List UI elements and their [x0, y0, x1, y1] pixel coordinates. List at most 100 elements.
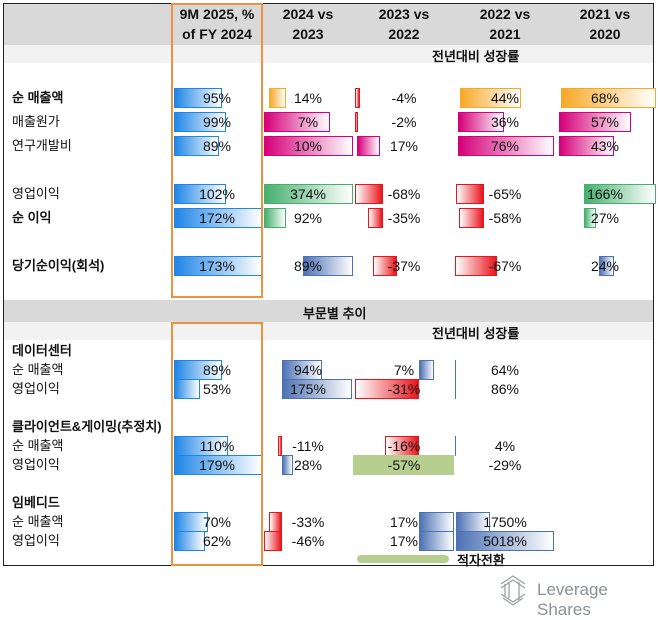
data-bar — [174, 184, 226, 204]
cell-value: 179% — [199, 457, 235, 473]
subheader-band — [4, 45, 653, 63]
legend-swatch — [357, 555, 449, 563]
cell-value: 89% — [202, 362, 232, 378]
data-bar — [174, 379, 200, 399]
cell-value: -4% — [391, 90, 417, 106]
leverage-shares-logo-icon — [500, 575, 526, 606]
cell-value: -35% — [387, 210, 421, 226]
section-title: 클라이언트&게이밍(추정치) — [12, 419, 162, 434]
data-bar — [561, 88, 656, 108]
cell-value: 5018% — [483, 533, 527, 549]
data-bar — [303, 256, 353, 276]
column-header-line1: 2021 vs — [579, 6, 631, 22]
row-label: 당기순이익(회석) — [12, 258, 105, 273]
data-bar — [353, 455, 454, 475]
cell-value: -16% — [387, 438, 421, 454]
cell-value: 166% — [587, 186, 623, 202]
column-header: 2021 vs 2020 — [555, 4, 655, 44]
column-header-line2: 2020 — [589, 26, 621, 42]
data-bar — [455, 436, 456, 456]
row-label: 연구개발비 — [12, 138, 72, 153]
row-label: 영업이익 — [12, 533, 60, 548]
cell-value: 14% — [293, 90, 323, 106]
table-frame — [3, 3, 654, 566]
section-title: 임베디드 — [12, 495, 60, 510]
cell-value: 89% — [293, 258, 323, 274]
data-bar — [373, 256, 397, 276]
cell-value: -46% — [291, 533, 325, 549]
cell-value: 36% — [490, 114, 520, 130]
row-label: 영업이익 — [12, 381, 60, 396]
cell-value: 172% — [199, 210, 235, 226]
data-bar — [264, 184, 353, 204]
legend-label: 적자전환 — [457, 553, 505, 568]
cell-value: 7% — [297, 114, 319, 130]
cell-value: 102% — [199, 186, 235, 202]
row-label: 매출원가 — [12, 114, 60, 129]
data-bar — [355, 88, 360, 108]
cell-value: 374% — [290, 186, 326, 202]
cell-value: -31% — [387, 381, 421, 397]
row-label: 순 매출액 — [12, 362, 64, 377]
data-bar — [458, 136, 554, 156]
cell-value: -11% — [292, 438, 324, 454]
column-header-line2: 2023 — [292, 26, 324, 42]
row-label: 순 매출액 — [12, 90, 64, 105]
data-bar — [455, 379, 456, 399]
data-bar — [264, 112, 330, 132]
cell-value: 57% — [590, 114, 620, 130]
header-band — [4, 4, 653, 45]
data-bar — [357, 136, 380, 156]
cell-value: -65% — [488, 186, 522, 202]
column-header: 2024 vs 2023 — [258, 4, 358, 44]
data-bar — [455, 360, 456, 380]
cell-value: 10% — [293, 138, 323, 154]
cell-value: 43% — [590, 138, 620, 154]
highlight-box-bottom — [171, 322, 263, 566]
segment-title: 부문별 추이 — [303, 306, 367, 321]
data-bar — [264, 208, 286, 228]
section-title: 데이터센터 — [12, 343, 72, 358]
cell-value: -57% — [387, 457, 421, 473]
cell-value: 53% — [202, 381, 232, 397]
column-header-line2: 2021 — [489, 26, 521, 42]
cell-value: 70% — [202, 514, 232, 530]
data-bar — [282, 455, 293, 475]
column-header: 2022 vs 2021 — [455, 4, 555, 44]
data-bar — [174, 531, 205, 551]
column-header-line1: 2024 vs — [282, 6, 334, 22]
row-label: 순 매출액 — [12, 438, 64, 453]
row-label: 순 이익 — [12, 210, 52, 225]
data-bar — [455, 256, 497, 276]
cell-value: 4% — [494, 438, 516, 454]
data-bar — [456, 531, 554, 551]
cell-value: -33% — [291, 514, 325, 530]
data-bar — [559, 112, 631, 132]
data-bar — [584, 208, 596, 228]
cell-value: 1750% — [483, 514, 527, 530]
growth-label: 전년대비 성장률 — [432, 49, 520, 64]
cell-value: 17% — [389, 138, 419, 154]
cell-value: -58% — [488, 210, 522, 226]
cell-value: 175% — [290, 381, 326, 397]
highlight-box-top — [171, 3, 263, 298]
cell-value: -29% — [488, 457, 522, 473]
data-bar — [460, 88, 521, 108]
data-bar — [419, 531, 454, 551]
cell-value: 24% — [590, 258, 620, 274]
cell-value: 64% — [490, 362, 520, 378]
data-bar — [355, 379, 419, 399]
cell-value: 68% — [590, 90, 620, 106]
data-bar — [174, 112, 226, 132]
segment-header-band — [4, 300, 653, 322]
data-bar — [278, 436, 282, 456]
cell-value: 110% — [199, 438, 235, 454]
cell-value: 7% — [393, 362, 415, 378]
data-bar — [459, 208, 484, 228]
data-bar — [458, 112, 504, 132]
segment-growth-label: 전년대비 성장률 — [432, 326, 520, 341]
cell-value: 17% — [389, 533, 419, 549]
cell-value: 17% — [389, 514, 419, 530]
brand-name: Leverage Shares — [537, 580, 608, 619]
data-bar — [282, 379, 352, 399]
